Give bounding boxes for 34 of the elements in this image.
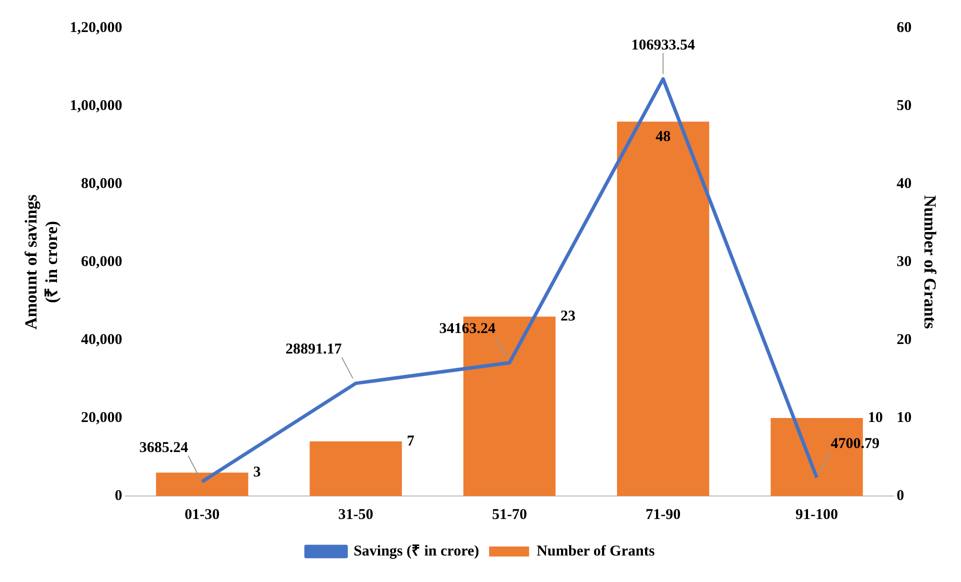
- data-label: 28891.17: [286, 342, 342, 358]
- y2-tick-label: 10: [896, 410, 912, 426]
- y-tick-label: 80,000: [81, 176, 122, 192]
- data-label: 23: [560, 308, 576, 324]
- legend-label: Number of Grants: [536, 543, 655, 560]
- data-label: 10: [868, 410, 883, 426]
- y-tick-label: 1,00,000: [70, 98, 122, 114]
- bar: [310, 441, 402, 496]
- data-label: 3685.24: [139, 440, 189, 456]
- data-label: 48: [656, 128, 671, 145]
- y-tick-label: 20,000: [81, 410, 122, 426]
- y-tick-label: 60,000: [81, 254, 122, 270]
- bar: [617, 122, 710, 496]
- bar: [156, 472, 248, 496]
- y2-tick-label: 20: [896, 332, 912, 348]
- y2-tick-label: 50: [896, 98, 912, 114]
- y2-tick-label: 0: [896, 488, 904, 504]
- data-label: 3: [253, 464, 261, 480]
- x-tick-label: 51-70: [492, 506, 527, 523]
- data-label: 106933.54: [631, 37, 696, 54]
- y2-axis-title: Number of Grants: [920, 195, 940, 330]
- y2-tick-label: 30: [896, 254, 912, 270]
- x-tick-label: 01-30: [184, 506, 220, 523]
- x-tick-label: 91-100: [796, 506, 838, 523]
- y-tick-label: 40,000: [81, 332, 122, 348]
- y2-tick-label: 40: [896, 176, 912, 192]
- y-tick-label: 0: [114, 488, 122, 504]
- x-tick-label: 31-50: [338, 506, 374, 523]
- x-tick-label: 71-90: [646, 506, 681, 523]
- legend-label: Savings (₹ in crore): [354, 543, 480, 560]
- data-label: 7: [406, 433, 415, 450]
- y-axis-title: Amount of savings (₹ in crore): [22, 194, 61, 330]
- y-tick-label: 1,20,000: [70, 20, 122, 36]
- y2-tick-label: 60: [896, 20, 912, 36]
